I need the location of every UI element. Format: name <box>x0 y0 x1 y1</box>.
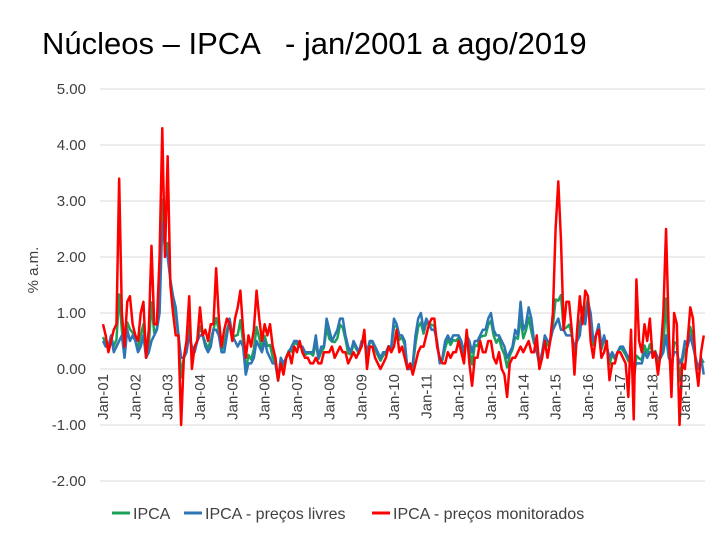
y-tick-label: -1.00 <box>52 417 86 434</box>
y-tick-label: 0.00 <box>57 361 86 378</box>
x-tick-label: Jan-12 <box>451 374 468 420</box>
chart-title: Núcleos – IPCA - jan/2001 a ago/2019 <box>42 26 587 61</box>
x-tick-label: Jan-01 <box>95 374 112 420</box>
x-tick-label: Jan-13 <box>483 374 500 420</box>
y-tick-label: 4.00 <box>57 137 86 154</box>
x-tick-label: Jan-08 <box>321 374 338 420</box>
x-tick-label: Jan-06 <box>257 374 274 420</box>
y-tick-label: 1.00 <box>57 305 86 322</box>
x-tick-label: Jan-10 <box>386 374 403 420</box>
x-tick-label: Jan-19 <box>677 374 694 420</box>
x-tick-label: Jan-09 <box>354 374 371 420</box>
y-tick-label: 2.00 <box>57 249 86 266</box>
y-tick-label: -2.00 <box>52 473 86 490</box>
x-tick-label: Jan-04 <box>192 374 209 420</box>
x-tick-label: Jan-18 <box>645 374 662 420</box>
x-tick-label: Jan-11 <box>418 374 435 419</box>
legend-label: IPCA - preços monitorados <box>393 506 584 523</box>
x-tick-label: Jan-17 <box>612 374 629 420</box>
y-tick-label: 3.00 <box>57 193 86 210</box>
legend-label: IPCA <box>133 506 171 523</box>
x-tick-label: Jan-02 <box>127 374 144 420</box>
x-tick-label: Jan-05 <box>224 374 241 420</box>
series-line <box>101 126 705 427</box>
y-tick-label: 5.00 <box>57 81 86 98</box>
x-tick-label: Jan-03 <box>160 374 177 420</box>
legend-label: IPCA - preços livres <box>205 506 345 523</box>
x-tick-label: Jan-14 <box>515 374 532 420</box>
x-tick-label: Jan-15 <box>548 374 565 420</box>
y-axis-title: % a.m. <box>25 247 42 294</box>
x-tick-label: Jan-07 <box>289 374 306 420</box>
x-tick-label: Jan-16 <box>580 374 597 420</box>
series-line <box>101 222 705 382</box>
